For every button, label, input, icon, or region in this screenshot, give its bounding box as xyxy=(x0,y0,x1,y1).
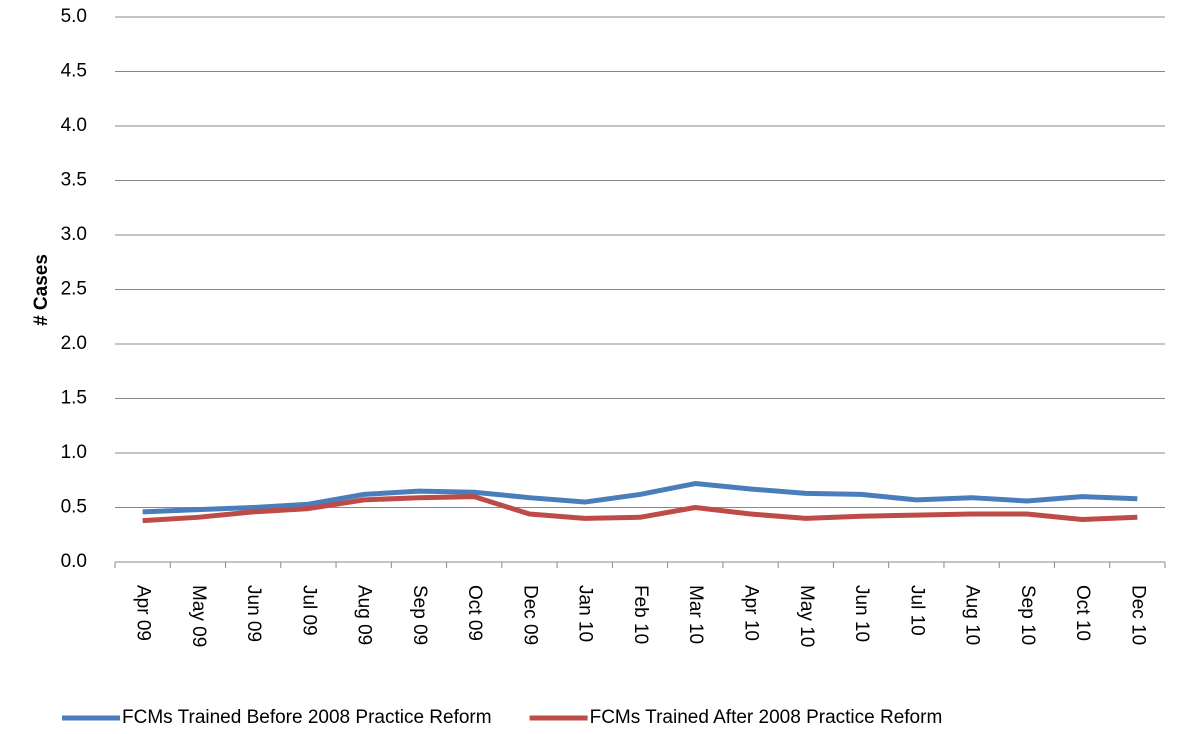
y-tick-label: 4.5 xyxy=(61,61,87,82)
x-tick-label: Jul 10 xyxy=(906,585,927,636)
x-tick-label: Sep 09 xyxy=(409,585,430,645)
y-tick-label: 1.0 xyxy=(61,442,87,463)
x-tick-label: Apr 10 xyxy=(741,585,762,641)
x-tick-label: May 09 xyxy=(188,585,209,647)
x-tick-label: Sep 10 xyxy=(1017,585,1038,645)
y-tick-label: 0.5 xyxy=(61,497,87,518)
y-tick-label: 2.5 xyxy=(61,279,87,300)
x-tick-label: Oct 09 xyxy=(464,585,485,641)
y-tick-label: 5.0 xyxy=(61,6,87,27)
x-tick-label: Jan 10 xyxy=(575,585,596,642)
x-tick-label: Aug 09 xyxy=(354,585,375,645)
x-tick-label: Dec 10 xyxy=(1127,585,1148,645)
y-tick-label: 2.0 xyxy=(61,333,87,354)
y-axis-label: # Cases xyxy=(31,254,52,326)
y-tick-label: 3.0 xyxy=(61,224,87,245)
x-tick-label: Dec 09 xyxy=(519,585,540,645)
x-tick-label: Jul 09 xyxy=(298,585,319,636)
x-tick-label: Jun 09 xyxy=(243,585,264,642)
x-tick-label: Mar 10 xyxy=(685,585,706,644)
x-tick-label: Oct 10 xyxy=(1072,585,1093,641)
y-tick-label: 4.0 xyxy=(61,115,87,136)
legend-label: FCMs Trained Before 2008 Practice Reform xyxy=(122,707,492,728)
y-tick-label: 0.0 xyxy=(61,551,87,572)
y-tick-label: 1.5 xyxy=(61,388,87,409)
legend-label: FCMs Trained After 2008 Practice Reform xyxy=(590,707,943,728)
x-tick-label: Aug 10 xyxy=(962,585,983,645)
x-tick-label: May 10 xyxy=(796,585,817,647)
y-tick-label: 3.5 xyxy=(61,170,87,191)
x-tick-label: Apr 09 xyxy=(133,585,154,641)
x-tick-label: Feb 10 xyxy=(630,585,651,644)
series-line xyxy=(142,481,1138,515)
series-line xyxy=(142,494,1138,524)
x-tick-label: Jun 10 xyxy=(851,585,872,642)
